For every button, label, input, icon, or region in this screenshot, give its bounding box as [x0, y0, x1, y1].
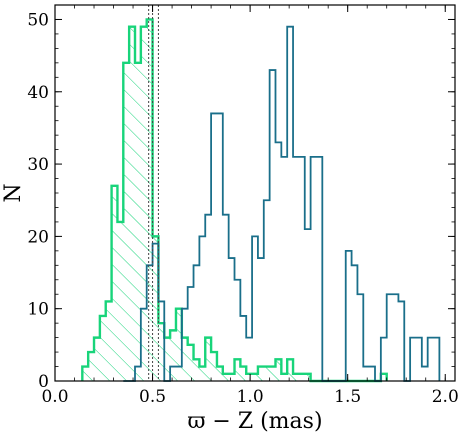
y-tick-label: 30	[27, 155, 49, 175]
x-tick-label: 0.0	[41, 387, 68, 407]
y-axis-label: N	[1, 183, 26, 202]
x-axis-ticks: 0.0 0.5 1.0 1.5 2.0	[41, 5, 459, 407]
y-tick-label: 50	[27, 10, 49, 30]
y-tick-label: 20	[27, 227, 49, 247]
x-tick-label: 1.0	[237, 387, 264, 407]
y-tick-label: 10	[27, 300, 49, 320]
teal-step-histogram	[123, 25, 441, 382]
x-tick-label: 1.5	[334, 387, 361, 407]
y-axis-ticks: 0 10 20 30 40 50	[27, 4, 455, 392]
x-tick-label: 0.5	[139, 387, 166, 407]
plot-area	[81, 5, 441, 383]
x-axis-label: ϖ − Z (mas)	[187, 409, 322, 434]
plot-frame	[54, 4, 456, 382]
green-hatched-histogram-fill	[82, 19, 387, 381]
x-tick-label: 2.0	[432, 387, 459, 407]
y-tick-label: 0	[38, 372, 49, 392]
y-tick-label: 40	[27, 83, 49, 103]
